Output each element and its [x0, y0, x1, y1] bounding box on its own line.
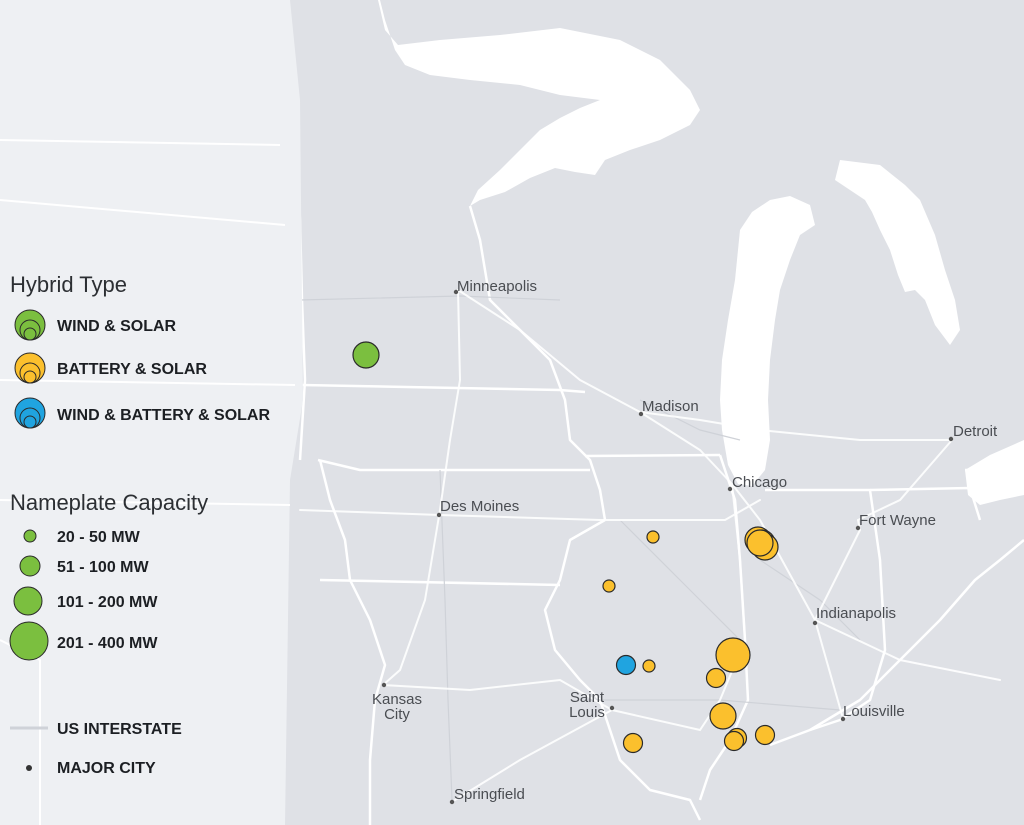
city-dot-chicago: [727, 486, 733, 492]
legend-wind-battery-solar-swatch: [14, 397, 46, 429]
legend-interstate-label: US INTERSTATE: [57, 721, 182, 738]
legend-battery-solar-swatch: [14, 352, 46, 384]
city-label-kansas-city: Kansas City: [372, 691, 422, 723]
legend-capacity-swatch-20-50: [23, 529, 37, 543]
legend-capacity-label-101-200: 101 - 200 MW: [57, 594, 158, 611]
city-label-minneapolis: Minneapolis: [457, 278, 537, 295]
plant-marker[interactable]: [602, 579, 616, 593]
plant-marker[interactable]: [754, 724, 776, 746]
city-label-saint-louis: Saint Louis: [569, 689, 605, 721]
plant-marker[interactable]: [723, 730, 745, 752]
city-dot-detroit: [948, 436, 954, 442]
cities-layer: Minneapolis Madison Detroit Chicago Des Moin…: [372, 278, 998, 805]
lake-superior: [378, 0, 700, 206]
legend-wind-solar-label: WIND & SOLAR: [57, 318, 177, 335]
legend-wind-battery-solar-label: WIND & BATTERY & SOLAR: [57, 407, 270, 424]
city-dot-des-moines: [436, 512, 442, 518]
legend-capacity-label-20-50: 20 - 50 MW: [57, 529, 141, 546]
legend-wind-solar-swatch: [14, 309, 46, 341]
plant-marker[interactable]: [715, 637, 751, 673]
plant-marker[interactable]: [709, 702, 737, 730]
city-label-chicago: Chicago: [732, 474, 787, 491]
us-interstates: [299, 289, 1001, 801]
plant-marker[interactable]: [622, 732, 644, 754]
legend-capacity-label-51-100: 51 - 100 MW: [57, 559, 149, 576]
city-label-madison: Madison: [642, 398, 699, 415]
city-label-indianapolis: Indianapolis: [816, 605, 896, 622]
legend-city-label: MAJOR CITY: [57, 760, 156, 777]
lake-huron: [835, 160, 960, 345]
hybrid-type-title: Hybrid Type: [10, 272, 127, 297]
city-label-fort-wayne: Fort Wayne: [859, 512, 936, 529]
legend: Hybrid Type WIND & SOLAR BATTERY & SOLAR…: [9, 272, 270, 777]
plant-marker[interactable]: [352, 341, 380, 369]
legend-capacity-label-201-400: 201 - 400 MW: [57, 635, 158, 652]
lake-michigan: [720, 196, 815, 486]
city-dot-fort-wayne: [855, 525, 861, 531]
city-dot-springfield: [449, 799, 455, 805]
state-borders: [283, 29, 1024, 825]
legend-capacity-swatch-101-200: [13, 586, 43, 616]
plants-layer: [352, 341, 779, 754]
city-label-springfield: Springfield: [454, 786, 525, 803]
city-label-louisville: Louisville: [843, 703, 905, 720]
legend-battery-solar-label: BATTERY & SOLAR: [57, 361, 207, 378]
city-dot-indianapolis: [812, 620, 818, 626]
city-dot-minneapolis: [453, 289, 459, 295]
minor-roads: [299, 295, 861, 801]
city-dot-madison: [638, 411, 644, 417]
legend-city-swatch: [26, 765, 32, 771]
plant-marker[interactable]: [746, 529, 774, 557]
legend-panel-borders: [0, 139, 296, 825]
lake-erie: [965, 440, 1024, 505]
legend-capacity-swatch-51-100: [19, 555, 41, 577]
city-label-detroit: Detroit: [953, 423, 998, 440]
city-dot-louisville: [840, 716, 846, 722]
city-label-des-moines: Des Moines: [440, 498, 519, 515]
legend-capacity-swatch-201-400: [9, 621, 49, 661]
plant-marker[interactable]: [615, 654, 637, 676]
city-dot-kansas-city: [381, 682, 387, 688]
plant-marker[interactable]: [642, 659, 656, 673]
city-dot-saint-louis: [609, 705, 615, 711]
plant-marker[interactable]: [705, 667, 727, 689]
plant-marker[interactable]: [646, 530, 660, 544]
capacity-title: Nameplate Capacity: [10, 490, 208, 515]
